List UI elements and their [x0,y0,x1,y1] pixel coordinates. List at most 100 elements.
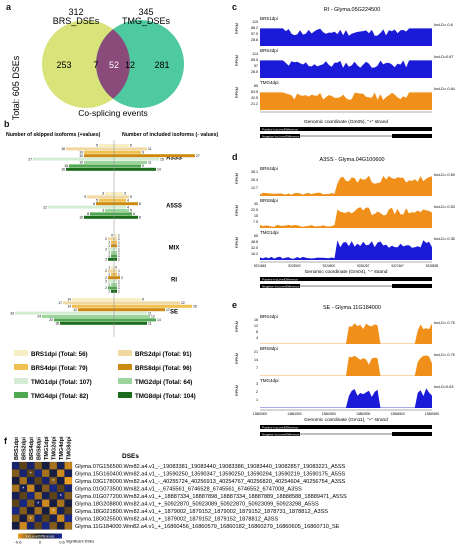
bar-value-label: 10 [79,151,83,155]
heatmap-cell [11,476,20,485]
venn-brs-count: 312 [68,7,83,17]
bar-legend-label: BRS4dpi (Total: 79) [31,365,88,372]
bar-included [114,167,156,171]
heatmap-significance-mark: * [30,472,32,478]
bar-skipped [105,192,114,195]
bar-legend-swatch [14,364,28,370]
bar-skipped [111,240,114,244]
gene-model-label: Negative IncLevelDifference [262,432,300,436]
bar-included [114,234,117,237]
bar-skipped [33,157,114,161]
gene-model-positive [260,277,432,281]
bar-category-label: MIX [169,246,180,252]
bar-legend-label: TMG2dpi (Total: 64) [135,379,192,386]
sashimi-track-name: BRS8dpi [260,198,278,203]
heatmap-scale-tick: 0.6 [59,540,65,545]
bar-skipped [96,202,114,206]
sashimi-ytick: 114 [252,52,258,56]
heatmap-row-label: Glyma.01G073500.Wm82.a4.v1_-_6745561_674… [75,487,302,493]
venn-region-brs-mid: 7 [93,60,98,70]
bar-skipped [90,212,114,216]
bar-value-label: 1 [118,237,120,241]
heatmap-cell [11,506,20,515]
bar-skipped [15,311,114,315]
bar-skipped [108,257,114,261]
bar-legend-label: TMG1dpi (Total: 107) [31,379,92,386]
bar-value-label: 22 [181,301,185,305]
sashimi-ytick: 57 [254,64,258,68]
bar-included [114,150,141,154]
sashimi-xlabel: Genomic coordinate (Gm05), "+" strand [304,119,388,125]
bar-value-label: 2 [105,286,107,290]
venn-caption: Co-splicing events [78,108,147,118]
bar-skipped [108,279,114,283]
gene-model-positive [260,127,432,131]
sashimi-coverage [260,28,432,46]
bar-value-label: 1 [108,241,110,245]
panel-b: b Number of skipped isoforms (+values) N… [4,119,226,430]
sashimi-ylabel: RPKM [235,173,239,184]
venn-tmg-name: TMG_DSEs [122,16,171,26]
heatmap-cell [64,514,73,523]
sashimi-xtick: 9224500 [323,264,336,268]
heatmap-cell [19,499,28,508]
sashimi-inc-level: IncLD=-0.53 [434,205,455,209]
bar-value-label: 1 [108,251,110,255]
panel-d-label: d [232,152,238,162]
bar-legend-label: TMG4dpi (Total: 82) [31,393,88,400]
sashimi-xtick: 9226267 [357,264,370,268]
bar-value-label: 2 [105,247,107,251]
bar-value-label: 14 [157,168,161,172]
heatmap-significance-legend: Significant DSEs [66,540,94,544]
sashimi-ylabel: RPKM [235,385,239,396]
bar-legend-label: TMG8dpi (Total: 104) [135,393,196,400]
heatmap-row-label: Glyma.18G021800.Wm82.a4.v1_+_1879002_187… [75,509,328,515]
heatmap-cell [26,461,35,470]
bar-included [114,308,165,312]
bar-skipped [87,195,114,199]
bar-skipped [72,298,114,301]
bar-value-label: 26 [193,305,197,309]
bar-included [114,144,129,147]
bar-value-label: 4 [127,199,129,203]
bar-included [114,276,120,280]
bar-value-label: 5 [130,209,132,213]
bar-value-label: 15 [160,157,164,161]
bar-included [114,240,117,244]
bar-value-label: 2 [105,276,107,280]
bar-value-label: 1 [118,290,120,294]
sashimi-coverage [260,388,432,408]
sashimi-ytick: 32.5 [251,246,258,250]
bar-skipped [84,161,114,164]
gene-model-exon [392,432,432,436]
bar-included [114,304,192,308]
bar-value-label: 14 [67,298,71,302]
bar-value-label: 15 [64,164,68,168]
heatmap-row-label: Glyma.03G178000.Wm82.a4.v1_-_40255724_40… [75,479,346,485]
panel-a: a Total: 605 DSEs 312 BRS_DSEs 345 TMG_D… [6,2,226,120]
bar-value-label: 1 [118,273,120,277]
venn-region-shared: 52 [109,60,119,70]
bar-value-label: 11 [148,161,152,165]
heatmap-row-label: Glyma.15G160400.Wm82.a4.v1_-_13590250_13… [75,472,346,478]
bar-value-label: 1 [108,290,110,294]
panel-b-label: b [4,119,10,129]
sashimi-track-name: BRS8dpi [260,346,278,351]
heatmap-cell [49,484,58,493]
gene-model-label: Negative IncLevelDifference [262,284,300,288]
heatmap-cell [11,499,20,508]
sashimi-xtick: 9228528 [426,264,439,268]
venn-total-label: Total: 605 DSEs [11,55,21,120]
venn-intersection [96,29,130,99]
panel-c-label: c [232,2,238,12]
heatmap-cell [11,491,20,500]
bar-value-label: 1 [118,279,120,283]
heatmap-significance-mark: * [30,517,32,523]
panel-a-label: a [6,2,12,12]
bar-value-label: 1 [108,254,110,258]
heatmap-cell [19,521,28,530]
venn-brs-name: BRS_DSEs [53,16,100,26]
bar-included [114,161,147,164]
bar-value-label: 1 [118,258,120,262]
